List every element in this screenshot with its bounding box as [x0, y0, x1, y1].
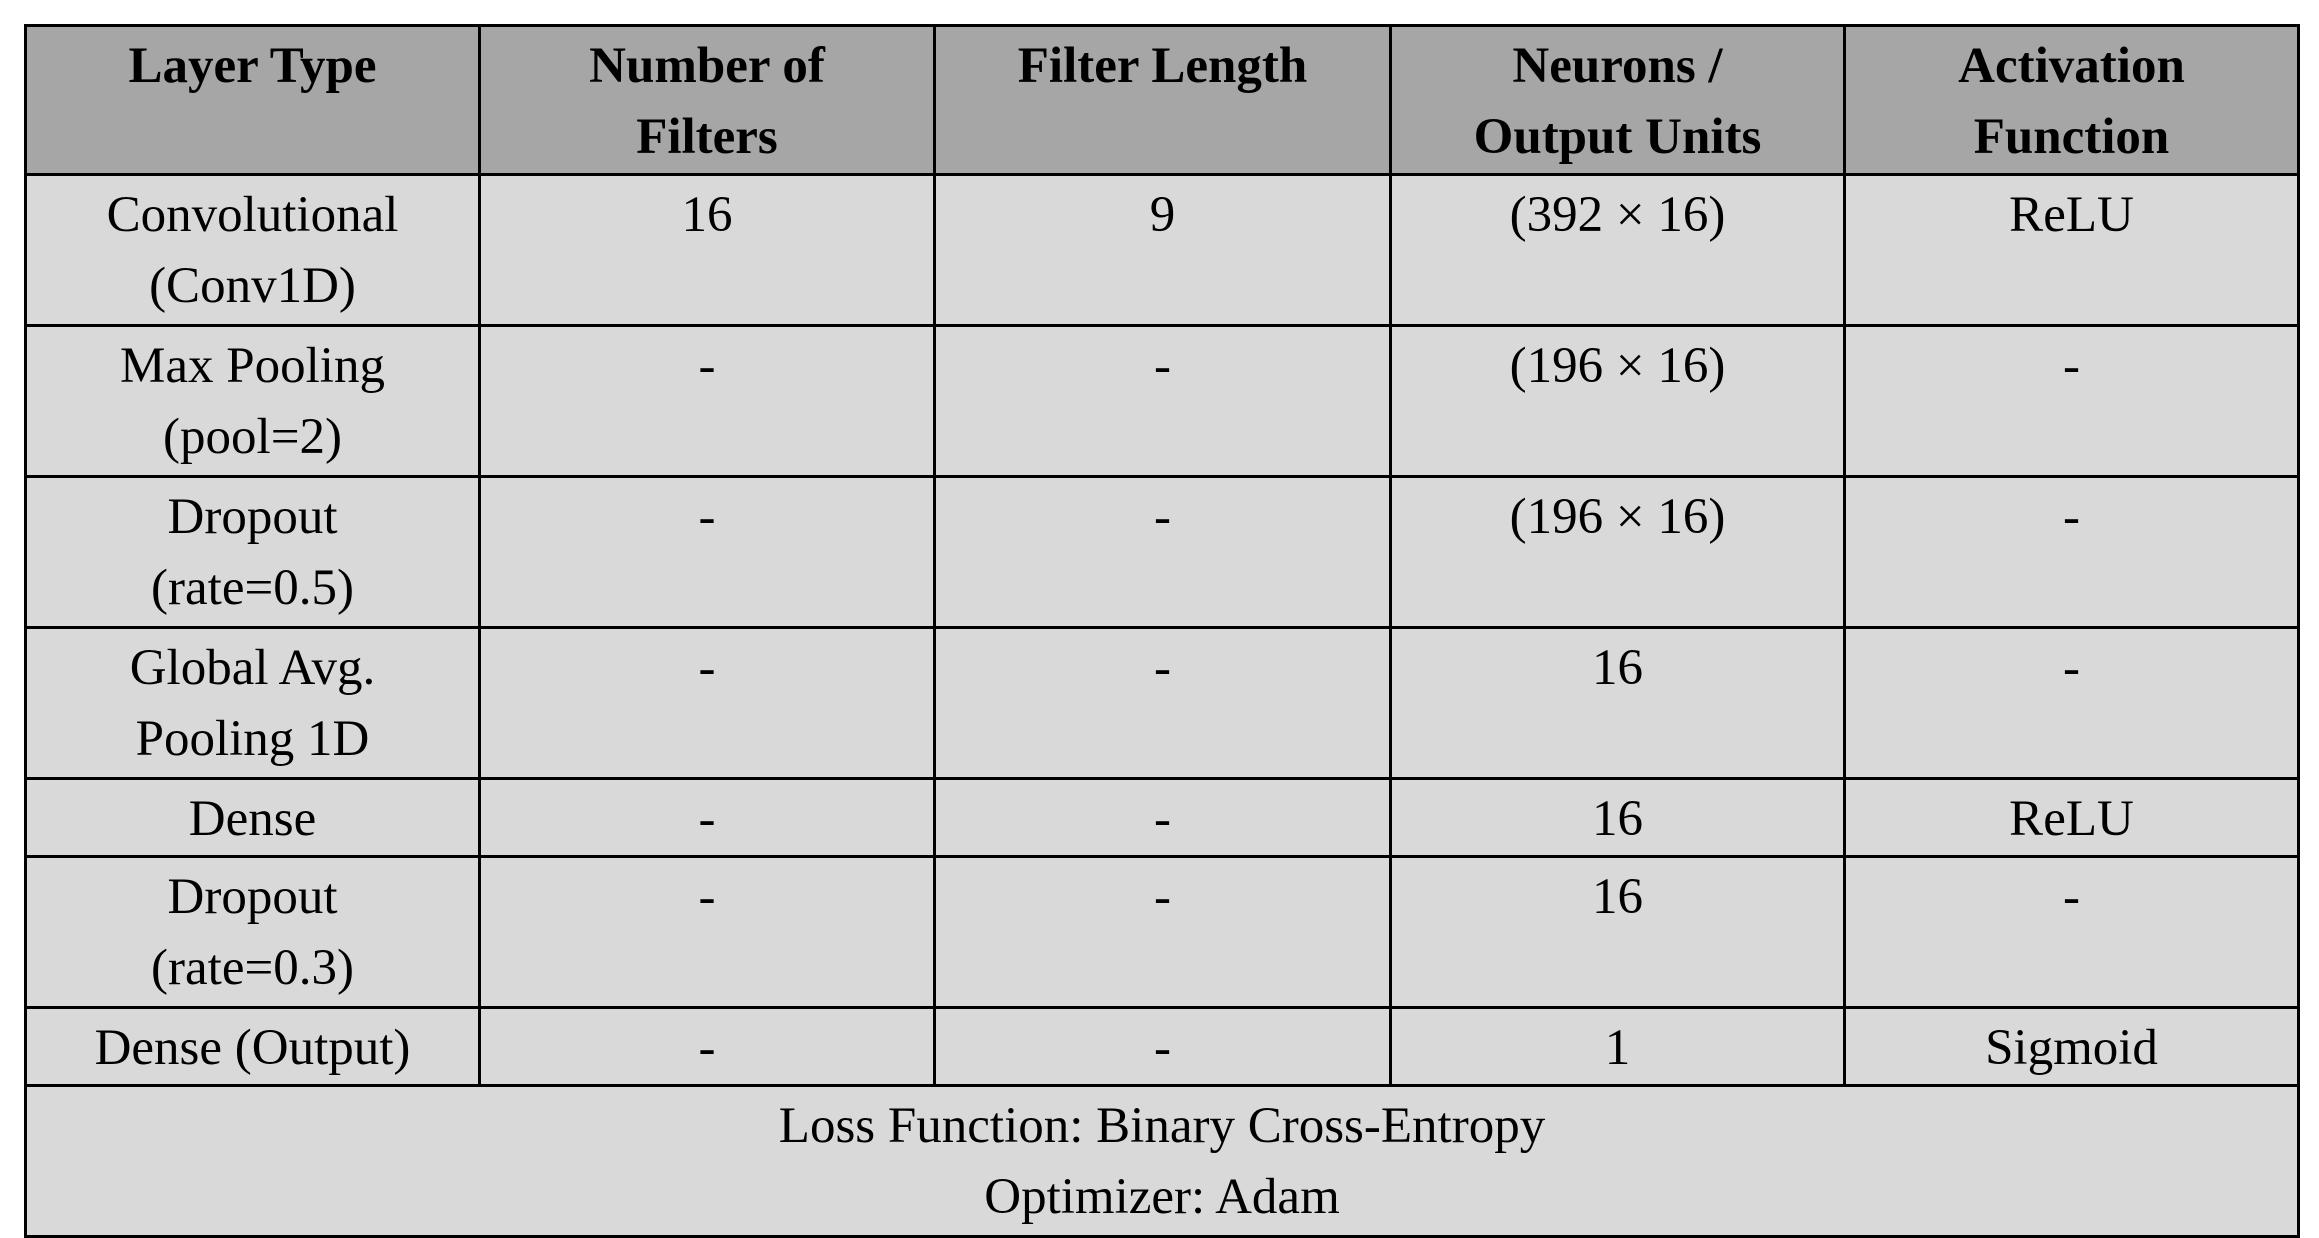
table-cell: 16: [1389, 777, 1846, 858]
footer-row: Loss Function: Binary Cross-Entropy Opti…: [24, 1084, 2300, 1238]
table-body: Convolutional (Conv1D) 16 9 (392 × 16) ReLU M…: [24, 173, 2300, 1238]
table-cell: -: [478, 1006, 936, 1087]
table-row: Dense (Output) - -1 Sigmoid: [24, 1006, 2300, 1087]
table-cell: ReLU: [1843, 777, 2300, 858]
table-cell: -: [478, 855, 936, 1009]
table-cell: Sigmoid: [1843, 1006, 2300, 1087]
table-cell: Max Pooling (pool=2): [24, 324, 481, 478]
header-cell: Layer Type: [24, 24, 481, 176]
header-cell: Number of Filters: [478, 24, 936, 176]
table-cell: Convolutional (Conv1D): [24, 173, 481, 327]
table-cell: 16: [1389, 626, 1846, 780]
table-cell: -: [478, 475, 936, 629]
table-cell: -: [1843, 324, 2300, 478]
layer-table: Layer Type Number of Filters Filter Length…: [24, 24, 2300, 1238]
table-cell: -: [1843, 475, 2300, 629]
table-row: Dropout (rate=0.5) - - (196 × 16) -: [24, 475, 2300, 629]
table-cell: -: [933, 1006, 1392, 1087]
table-cell: (196 × 16): [1389, 324, 1846, 478]
table-row: Global Avg. Pooling 1D - -16-: [24, 626, 2300, 780]
table-cell: -: [933, 475, 1392, 629]
table-cell: ReLU: [1843, 173, 2300, 327]
table-cell: -: [1843, 855, 2300, 1009]
header-cell: Filter Length: [933, 24, 1392, 176]
table-row: Dropout (rate=0.3) - -16-: [24, 855, 2300, 1009]
table-cell: Dropout (rate=0.5): [24, 475, 481, 629]
table-cell: 16: [478, 173, 936, 327]
table-cell: -: [478, 626, 936, 780]
table-cell: Dense: [24, 777, 481, 858]
table-cell: Dropout (rate=0.3): [24, 855, 481, 1009]
table-cell: Global Avg. Pooling 1D: [24, 626, 481, 780]
table-cell: 1: [1389, 1006, 1846, 1087]
header-cell: Activation Function: [1843, 24, 2300, 176]
footer-cell: Loss Function: Binary Cross-Entropy Opti…: [24, 1084, 2300, 1238]
table-row: Convolutional (Conv1D) 16 9 (392 × 16) ReLU: [24, 173, 2300, 327]
table-cell: (196 × 16): [1389, 475, 1846, 629]
table-cell: -: [478, 324, 936, 478]
table-cell: -: [933, 626, 1392, 780]
table-cell: -: [933, 855, 1392, 1009]
header-cell: Neurons / Output Units: [1389, 24, 1846, 176]
table-cell: -: [478, 777, 936, 858]
table-cell: 16: [1389, 855, 1846, 1009]
table-cell: -: [933, 324, 1392, 478]
table-cell: 9: [933, 173, 1392, 327]
header-row: Layer Type Number of Filters Filter Length…: [24, 24, 2300, 176]
table-cell: -: [1843, 626, 2300, 780]
table-row: Max Pooling (pool=2) - - (196 × 16) -: [24, 324, 2300, 478]
table-cell: Dense (Output): [24, 1006, 481, 1087]
table-cell: (392 × 16): [1389, 173, 1846, 327]
table-cell: -: [933, 777, 1392, 858]
table-row: Dense - -16 ReLU: [24, 777, 2300, 858]
